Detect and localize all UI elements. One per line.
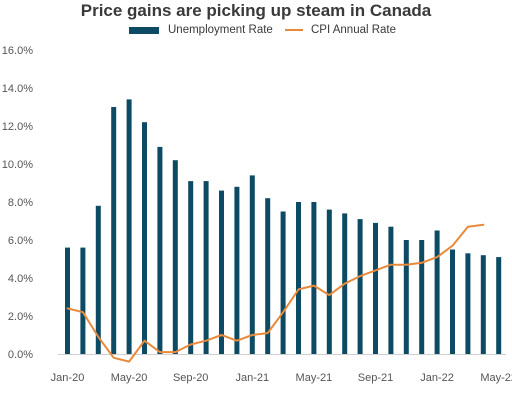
bar-unemployment bbox=[373, 222, 378, 354]
chart-legend: Unemployment Rate CPI Annual Rate bbox=[0, 24, 512, 40]
bar-unemployment bbox=[280, 211, 286, 354]
bar-unemployment bbox=[265, 198, 271, 354]
bar-unemployment bbox=[219, 190, 224, 354]
x-tick-label: Jan-20 bbox=[51, 372, 85, 384]
legend-swatch-cpi bbox=[285, 29, 303, 31]
bar-unemployment bbox=[142, 122, 147, 354]
x-tick-label: May-21 bbox=[296, 372, 333, 384]
bar-unemployment bbox=[65, 247, 70, 354]
bar-unemployment bbox=[357, 219, 363, 354]
y-tick-label: 16.0% bbox=[2, 45, 33, 57]
legend-label-unemployment: Unemployment Rate bbox=[168, 24, 273, 36]
y-tick-label: 8.0% bbox=[8, 197, 33, 209]
bar-unemployment bbox=[465, 253, 471, 354]
bar-unemployment bbox=[311, 202, 317, 354]
bar-unemployment bbox=[388, 226, 394, 354]
bar-unemployment bbox=[111, 107, 117, 354]
x-tick-label: Sep-21 bbox=[358, 372, 393, 384]
bar-unemployment bbox=[480, 255, 486, 354]
legend-label-cpi: CPI Annual Rate bbox=[311, 24, 397, 36]
chart-title: Price gains are picking up steam in Cana… bbox=[80, 1, 432, 20]
bar-unemployment bbox=[203, 181, 209, 354]
x-tick-label: Jan-21 bbox=[235, 372, 269, 384]
bar-unemployment bbox=[450, 249, 455, 354]
y-tick-label: 12.0% bbox=[2, 121, 33, 133]
bar-unemployment bbox=[95, 205, 101, 354]
legend-item-cpi: CPI Annual Rate bbox=[285, 24, 396, 36]
x-tick-label: Sep-20 bbox=[173, 372, 208, 384]
y-tick-label: 4.0% bbox=[8, 273, 33, 285]
x-tick-label: May-20 bbox=[111, 372, 148, 384]
bar-unemployment bbox=[80, 247, 86, 354]
bar-unemployment bbox=[234, 186, 240, 354]
bar-unemployment bbox=[249, 175, 255, 354]
bar-unemployment bbox=[188, 181, 194, 354]
y-tick-label: 2.0% bbox=[8, 311, 33, 323]
y-tick-label: 10.0% bbox=[2, 159, 33, 171]
y-tick-label: 0.0% bbox=[8, 349, 33, 361]
bar-unemployment bbox=[296, 202, 301, 354]
y-tick-label: 14.0% bbox=[2, 83, 33, 95]
y-tick-label: 6.0% bbox=[8, 235, 33, 247]
bar-unemployment bbox=[434, 230, 440, 354]
legend-item-unemployment: Unemployment Rate bbox=[129, 24, 273, 36]
legend-swatch-unemployment bbox=[129, 26, 159, 34]
bar-unemployment bbox=[157, 146, 163, 354]
bar-unemployment bbox=[126, 99, 132, 355]
line-cpi bbox=[66, 223, 485, 363]
bar-unemployment bbox=[403, 240, 409, 354]
x-tick-label: Jan-22 bbox=[420, 372, 454, 384]
x-tick-label: May-22 bbox=[480, 372, 512, 384]
bar-unemployment bbox=[326, 209, 332, 354]
bar-unemployment bbox=[172, 160, 178, 354]
bar-unemployment bbox=[496, 257, 502, 354]
bar-unemployment bbox=[419, 240, 425, 354]
